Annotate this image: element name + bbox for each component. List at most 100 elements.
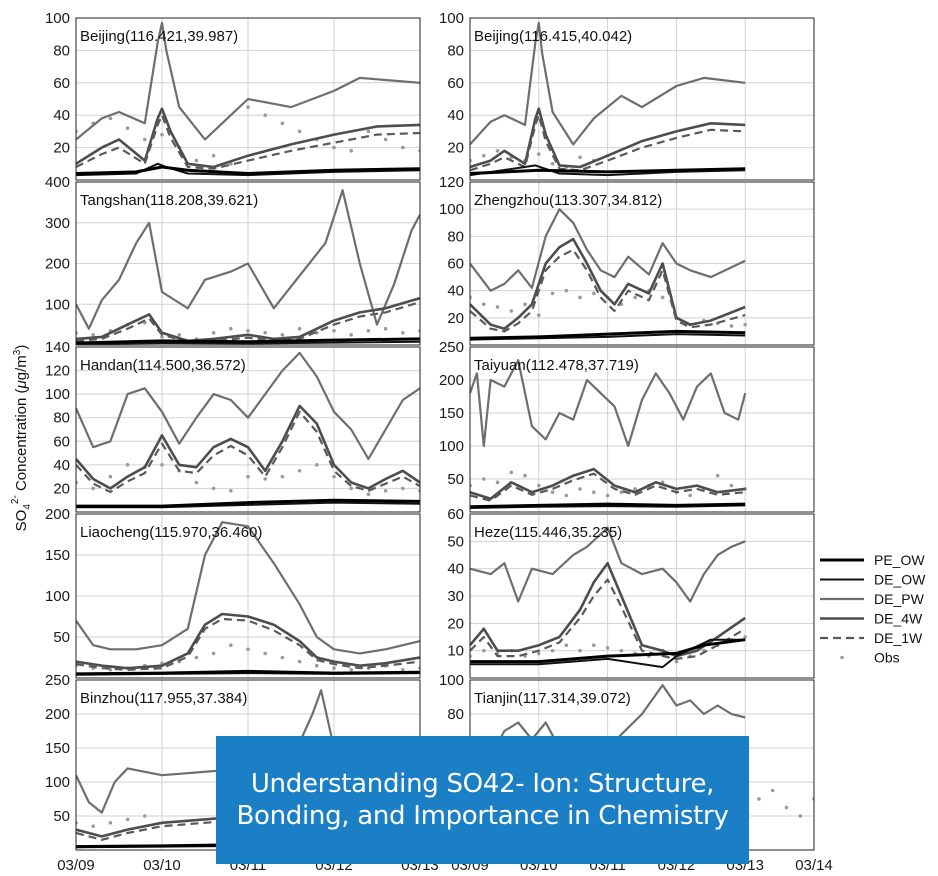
panel-frame <box>469 346 815 513</box>
y-tick-label: 100 <box>439 438 464 455</box>
obs-point <box>91 333 95 337</box>
obs-point <box>125 817 130 822</box>
series-line-de-pw <box>470 208 746 292</box>
y-tick-label: 20 <box>53 140 70 157</box>
obs-point <box>263 651 268 656</box>
panel-handan-114-500-36-572: 140 120 100 80 60 40 20 Handan(114.500,36.572) <box>45 339 421 513</box>
plot-area <box>76 521 420 676</box>
obs-point <box>211 651 216 656</box>
series-line-de-1w <box>76 410 420 494</box>
y-tick-label: 60 <box>447 506 464 523</box>
obs-point <box>108 116 113 121</box>
series-line-de-pw <box>470 684 746 767</box>
y-tick-label: 400 <box>45 174 70 191</box>
obs-point <box>332 328 336 333</box>
legend-item-de-1w: DE_1W <box>820 630 923 646</box>
obs-point <box>757 797 761 801</box>
obs-point <box>605 646 610 650</box>
obs-point <box>229 326 233 331</box>
plot-area <box>470 208 747 341</box>
y-tick-label: 100 <box>45 774 70 791</box>
obs-point <box>619 648 624 653</box>
obs-point <box>605 493 610 498</box>
y-tick-label: 200 <box>439 372 464 389</box>
y-tick-label: 20 <box>447 310 464 327</box>
series-line-de-ow <box>470 164 746 177</box>
series-line-de-pw <box>470 526 746 603</box>
obs-point <box>229 488 233 493</box>
y-tick-label: 100 <box>439 10 464 27</box>
obs-point <box>246 105 250 109</box>
panel-title: Zhengzhou(113.307,34.812) <box>474 192 662 209</box>
y-tick-label: 100 <box>45 588 70 605</box>
obs-point <box>349 486 354 491</box>
obs-point <box>366 328 371 333</box>
obs-point <box>211 486 216 491</box>
y-tick-label: 30 <box>447 588 464 605</box>
obs-point <box>315 463 319 467</box>
obs-point <box>537 651 541 656</box>
obs-point <box>578 295 582 300</box>
obs-point <box>194 158 199 163</box>
series-line-de-pw <box>470 21 746 146</box>
panel-title: Taiyuan(112.478,37.719) <box>474 357 639 374</box>
panel-title: Heze(115.446,35.235) <box>474 524 622 541</box>
y-tick-label: 200 <box>45 506 70 523</box>
legend-item-pe-ow: PE_OW <box>820 552 925 568</box>
chart-panels: 100 80 60 40 20 Beijing(116.421,39.987) 100 80 6… <box>45 10 815 851</box>
obs-point <box>332 666 336 670</box>
series-line-pe-ow <box>470 638 746 664</box>
y-tick-label: 250 <box>45 672 70 689</box>
y-tick-label: 100 <box>439 672 464 689</box>
obs-point <box>280 333 285 337</box>
y-tick-label: 100 <box>439 201 464 218</box>
obs-point <box>550 291 555 296</box>
obs-point <box>481 477 486 481</box>
y-axis-label-sup: 2- <box>10 495 21 504</box>
obs-point <box>332 474 336 479</box>
y-tick-label: 80 <box>447 42 464 59</box>
y-axis-label-mu: μ <box>13 380 30 389</box>
series-line-de-ow <box>76 340 420 345</box>
panel-tangshan-118-208-39-621: 400 300 200 100 Tangshan(118.208,39.621) <box>45 174 421 346</box>
obs-point <box>564 493 569 498</box>
obs-point <box>743 635 747 639</box>
obs-point <box>108 474 113 479</box>
obs-point <box>143 137 147 142</box>
obs-point <box>509 470 514 475</box>
legend-label: Obs <box>874 650 900 666</box>
obs-point <box>592 490 596 495</box>
obs-point <box>537 483 541 488</box>
panel-heze-115-446-35-235: 60 50 40 30 20 10 Heze(115.446,35.235) <box>447 506 815 679</box>
obs-point <box>280 474 285 479</box>
series-line-de-4w <box>76 612 420 670</box>
panel-taiyuan-112-478-37-719: 250 200 150 100 50 Taiyuan(112.478,37.719) <box>439 339 815 513</box>
y-tick-label: 150 <box>45 740 70 757</box>
y-tick-label: 40 <box>447 561 464 578</box>
y-tick-label: 50 <box>53 808 70 825</box>
panel-frame <box>469 17 815 181</box>
legend-item-de-ow: DE_OW <box>820 572 926 588</box>
panel-frame <box>75 181 421 346</box>
y-tick-label: 60 <box>53 433 70 450</box>
obs-point <box>743 322 747 327</box>
obs-point <box>729 324 734 328</box>
series-line-pe-ow <box>470 167 746 175</box>
series-line-de-4w <box>76 296 420 343</box>
obs-point <box>537 313 541 317</box>
obs-point <box>246 647 250 652</box>
plot-area <box>76 189 420 345</box>
y-tick-label: 200 <box>45 706 70 723</box>
legend-marker <box>840 655 844 660</box>
obs-point <box>194 480 199 485</box>
obs-point <box>263 330 268 335</box>
obs-point <box>366 129 371 134</box>
panel-zhengzhou-113-307-34-812: 120 100 80 60 40 20 Zhengzhou(113.307,34.812) <box>439 174 815 346</box>
x-tick-label: 03/10 <box>143 857 181 874</box>
panel-frame <box>75 346 421 513</box>
series-line-de-4w <box>76 107 420 169</box>
series-line-de-1w <box>470 114 746 172</box>
obs-point <box>481 648 486 653</box>
obs-point <box>770 788 775 793</box>
